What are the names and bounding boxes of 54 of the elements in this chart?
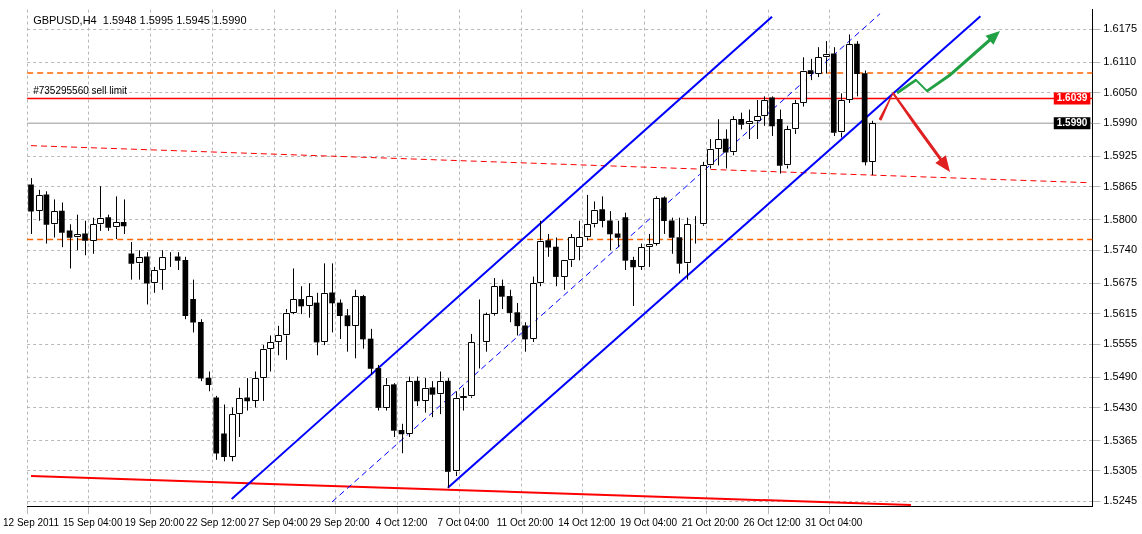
candlestick <box>668 217 675 255</box>
x-tick-label: 21 Oct 20:00 <box>681 516 740 528</box>
y-tick-label: 1.5865 <box>1103 179 1138 192</box>
y-tick-label: 1.5990 <box>1103 116 1138 129</box>
y-tick-label: 1.5740 <box>1103 243 1138 256</box>
candlestick <box>514 302 521 336</box>
chart-title: GBPUSD,H4 1.5948 1.5995 1.5945 1.5990 <box>33 13 247 26</box>
ref-line-label: #735295560 sell limit <box>33 85 128 97</box>
candlestick <box>190 279 196 333</box>
candlestick <box>174 251 181 271</box>
candlestick <box>483 312 490 353</box>
y-tick-label: 1.5555 <box>1103 337 1138 350</box>
x-tick-label: 26 Oct 12:00 <box>743 516 802 528</box>
candlestick <box>553 237 559 287</box>
x-tick-label: 19 Sep 20:00 <box>124 516 185 528</box>
candlestick <box>221 403 227 462</box>
candlestick <box>815 46 822 78</box>
y-tick-label: 1.5800 <box>1103 212 1138 225</box>
candlestick <box>213 395 220 461</box>
y-tick-label: 1.5305 <box>1103 464 1138 477</box>
x-tick-label: 19 Oct 04:00 <box>619 516 678 528</box>
candlestick <box>630 256 636 307</box>
x-tick-label: 7 Oct 04:00 <box>437 516 490 528</box>
candlestick <box>28 177 34 235</box>
candlestick <box>460 387 467 412</box>
x-tick-label: 22 Sep 12:00 <box>186 516 247 528</box>
candlestick <box>267 334 274 372</box>
y-tick-label: 1.5430 <box>1103 400 1138 413</box>
y-tick-label: 1.5925 <box>1103 149 1138 162</box>
x-tick-label: 4 Oct 12:00 <box>375 516 428 528</box>
x-tick-label: 29 Sep 20:00 <box>310 516 370 528</box>
y-tick-label: 1.5675 <box>1103 276 1138 289</box>
candlestick <box>159 249 166 291</box>
annotation: 1.6039 <box>1056 92 1088 104</box>
annotation: 1.5990 <box>1056 117 1088 129</box>
y-tick-label: 1.5490 <box>1103 370 1138 383</box>
candlestick <box>607 210 613 251</box>
y-tick-label: 1.6110 <box>1103 55 1137 68</box>
y-tick-label: 1.5615 <box>1103 306 1138 319</box>
y-tick-label: 1.6175 <box>1103 22 1138 35</box>
x-tick-label: 27 Sep 04:00 <box>248 516 309 528</box>
x-tick-label: 11 Oct 20:00 <box>496 516 554 528</box>
y-tick-label: 1.6050 <box>1103 85 1138 98</box>
y-tick-label: 1.5245 <box>1103 494 1138 507</box>
candlestick <box>336 298 343 340</box>
x-tick-label: 12 Sep 2011 <box>3 516 60 528</box>
x-tick-label: 15 Sep 04:00 <box>63 516 123 528</box>
candlestick <box>522 321 528 353</box>
x-tick-label: 14 Oct 12:00 <box>558 516 616 528</box>
x-tick-label: 31 Oct 04:00 <box>805 516 863 528</box>
y-tick-label: 1.5365 <box>1103 433 1138 446</box>
candlestick <box>128 241 135 281</box>
candlestick <box>197 318 204 382</box>
candlestick <box>869 120 876 176</box>
